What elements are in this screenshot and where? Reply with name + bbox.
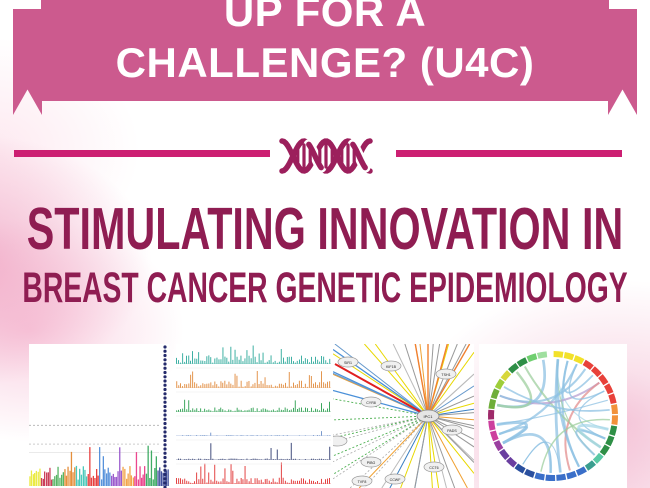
svg-text:CCWF: CCWF [390, 478, 402, 482]
svg-text:PADS: PADS [447, 429, 457, 433]
svg-text:TVF8: TVF8 [358, 480, 367, 484]
svg-text:KIF1B: KIF1B [386, 365, 397, 369]
svg-text:SIR1: SIR1 [344, 361, 352, 365]
svg-text:TSH1: TSH1 [441, 373, 450, 377]
svg-text:PIBG: PIBG [367, 461, 376, 465]
svg-text:CCT6: CCT6 [429, 466, 438, 470]
svg-text:CYR8: CYR8 [366, 401, 376, 405]
svg-text:IPC1: IPC1 [424, 414, 434, 419]
